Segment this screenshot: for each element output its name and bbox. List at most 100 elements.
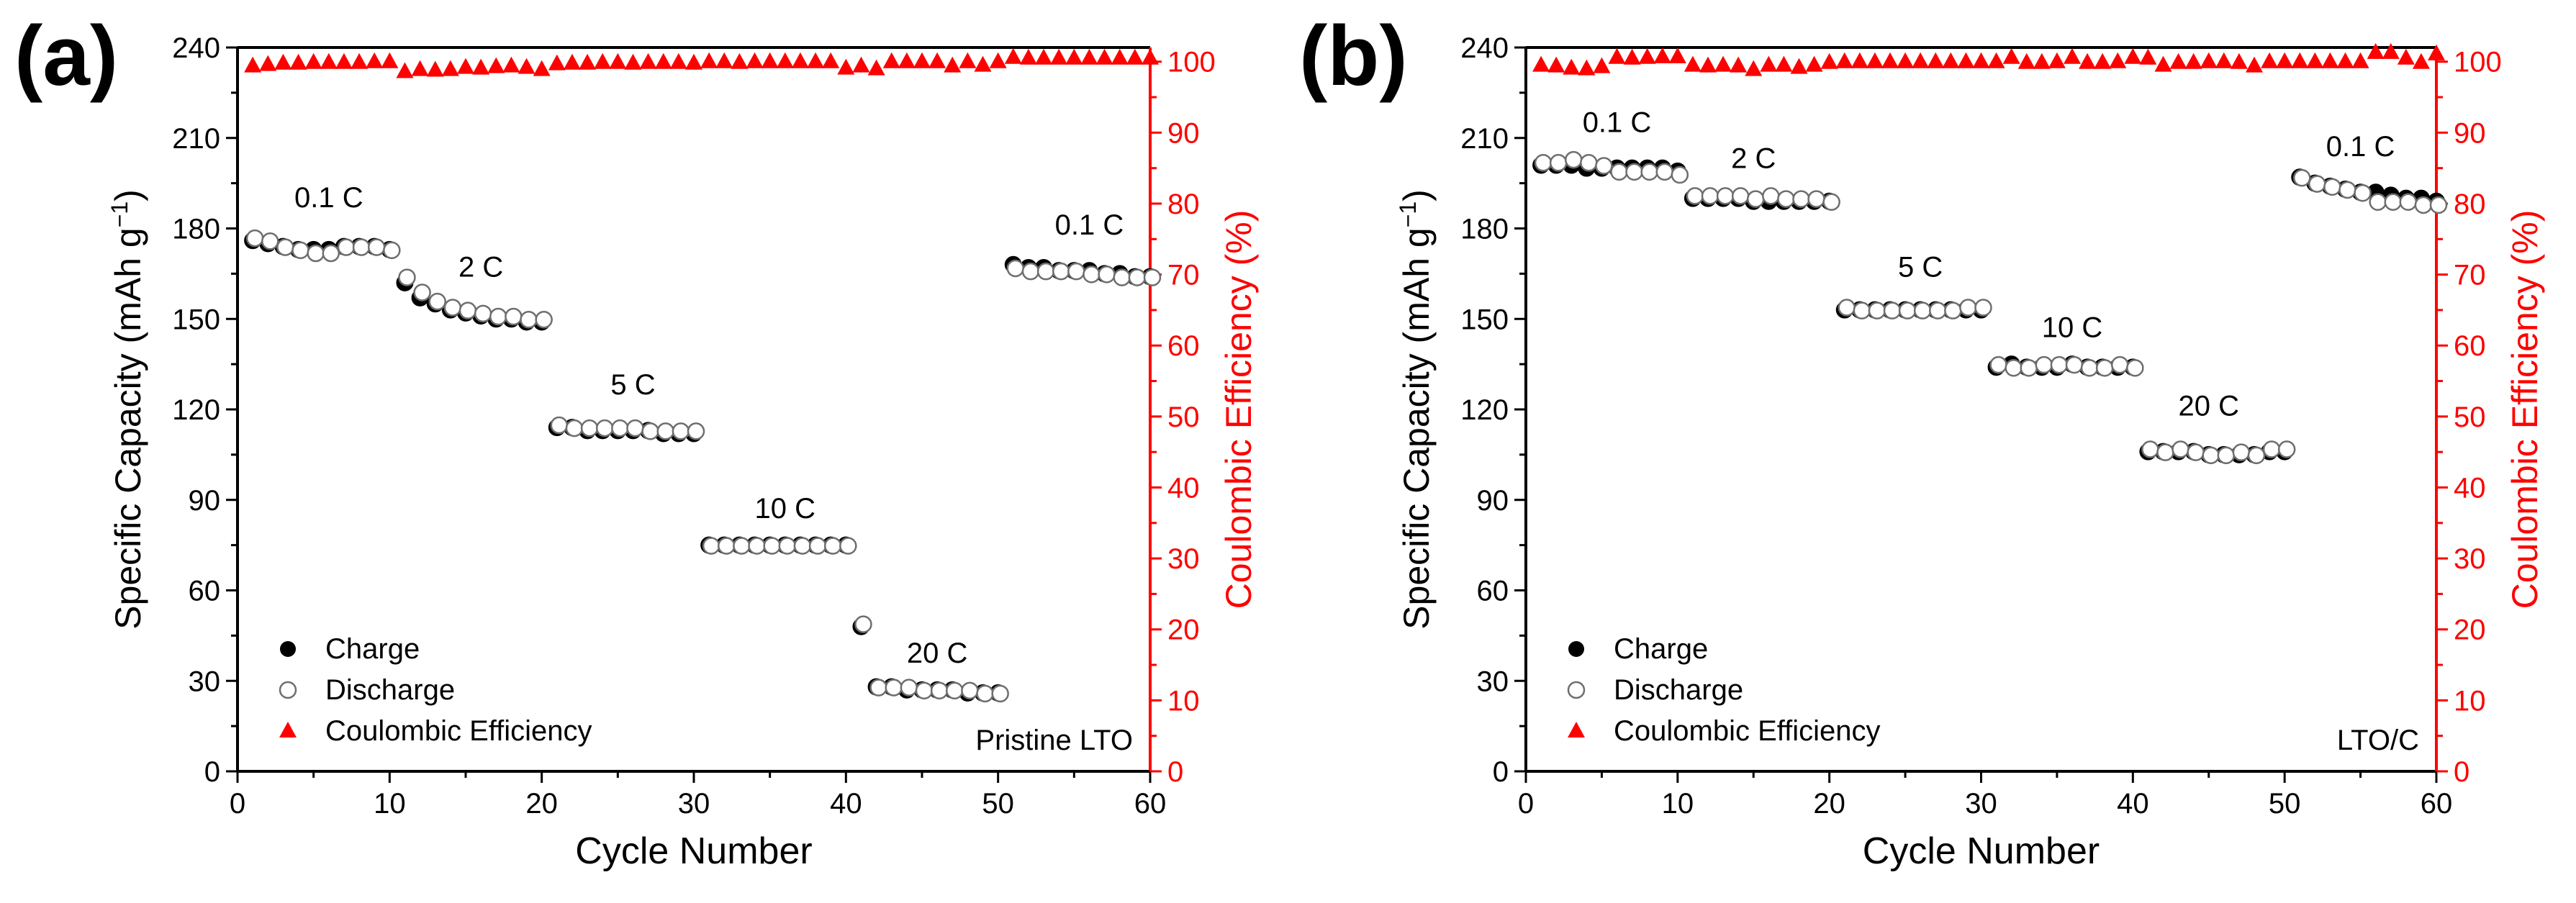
discharge-point	[1959, 299, 1977, 317]
y2-tick-label: 20	[2454, 614, 2486, 646]
y-axis-title-tail: )	[1396, 189, 1437, 201]
discharge-point	[778, 537, 797, 555]
discharge-point	[595, 419, 614, 437]
y2-tick-label: 50	[1167, 401, 1200, 433]
legend-charge-label: Charge	[1614, 633, 1708, 665]
x-tick-label: 10	[1662, 788, 1694, 820]
ce-point	[989, 52, 1007, 68]
discharge-point	[702, 537, 720, 555]
y-tick-label: 0	[1493, 756, 1509, 788]
discharge-point	[1944, 301, 1962, 319]
panel-label: (b)	[1299, 9, 1408, 104]
ce-point	[1668, 47, 1686, 63]
legend-ce-label: Coulombic Efficiency	[1614, 715, 1881, 747]
discharge-point	[367, 238, 386, 256]
discharge-point	[535, 311, 553, 329]
ce-point	[335, 53, 353, 69]
y-tick-label: 180	[172, 214, 220, 245]
discharge-point	[946, 681, 964, 700]
discharge-point	[976, 684, 994, 703]
ce-point	[396, 62, 414, 78]
discharge-point	[2065, 355, 2084, 374]
rate-label: 0.1 C	[1055, 209, 1124, 241]
ce-point	[2154, 55, 2172, 72]
ce-point	[609, 53, 627, 69]
y2-tick-label: 80	[1167, 189, 1200, 220]
discharge-point	[1580, 154, 1598, 172]
ce-point	[244, 56, 262, 73]
discharge-point	[2050, 355, 2069, 374]
discharge-point	[641, 422, 659, 440]
discharge-point	[869, 679, 887, 696]
y2-tick-label: 100	[2454, 47, 2502, 78]
ce-point	[381, 52, 399, 68]
ce-point	[2215, 52, 2233, 68]
y-axis-title-main: Specific Capacity (mAh g	[108, 227, 148, 630]
rate-label: 20 C	[907, 637, 968, 669]
discharge-point	[1913, 301, 1932, 319]
y-tick-label: 60	[189, 576, 221, 607]
ce-point	[882, 52, 900, 68]
y2-tick-label: 50	[2454, 401, 2486, 433]
ce-point	[289, 53, 307, 70]
discharge-point	[1113, 268, 1131, 286]
discharge-point	[2338, 181, 2356, 199]
legend-discharge-marker	[1567, 681, 1586, 699]
ce-point	[441, 60, 459, 76]
ce-point	[2002, 47, 2020, 64]
discharge-point	[2384, 193, 2402, 212]
discharge-point	[900, 679, 918, 696]
discharge-point	[580, 419, 599, 437]
ce-point	[867, 59, 885, 76]
legend-discharge-label: Discharge	[325, 674, 455, 706]
y-tick-label: 90	[1477, 485, 1509, 517]
ce-point	[1835, 52, 1853, 68]
y-tick-label: 150	[172, 304, 220, 335]
x-tick-label: 30	[1965, 788, 1997, 820]
discharge-point	[2141, 440, 2159, 458]
y-axis-title-tail: )	[108, 189, 148, 201]
ce-point	[594, 53, 612, 69]
y2-tick-label: 80	[2454, 189, 2486, 220]
ce-point	[974, 55, 992, 72]
legend-ce-label: Coulombic Efficiency	[325, 715, 592, 747]
ce-point	[2169, 53, 2187, 69]
x-axis-title: Cycle Number	[1863, 830, 2100, 872]
discharge-point	[1989, 355, 2007, 374]
discharge-point	[1671, 165, 1689, 184]
discharge-point	[1098, 266, 1116, 283]
discharge-point	[1083, 266, 1101, 283]
discharge-point	[550, 416, 569, 435]
discharge-point	[1549, 154, 1568, 172]
discharge-point	[733, 537, 751, 555]
discharge-point	[748, 537, 766, 555]
ce-point	[1593, 57, 1611, 73]
ce-point	[533, 60, 551, 76]
sample-label: Pristine LTO	[975, 725, 1133, 756]
ce-point	[1065, 48, 1083, 65]
y-axis-title-superscript: −1	[107, 201, 132, 227]
y-tick-label: 90	[189, 485, 221, 517]
discharge-point	[520, 311, 538, 329]
discharge-point	[1052, 262, 1070, 281]
discharge-point	[2126, 359, 2144, 377]
ce-point	[411, 60, 429, 76]
discharge-point	[1868, 301, 1886, 319]
x-tick-label: 60	[1134, 788, 1167, 820]
ce-point	[2428, 44, 2445, 60]
discharge-point	[2293, 168, 2311, 187]
ce-point	[639, 53, 657, 69]
ce-point	[2017, 53, 2035, 69]
ce-point	[1957, 52, 1975, 68]
y2-tick-label: 70	[2454, 260, 2486, 291]
discharge-point	[1067, 262, 1085, 281]
discharge-point	[352, 238, 371, 256]
discharge-point	[1883, 301, 1902, 319]
ce-point	[1912, 52, 1930, 68]
ce-point	[913, 52, 931, 68]
discharge-point	[1701, 187, 1719, 205]
discharge-point	[718, 537, 736, 555]
y-tick-label: 0	[204, 756, 220, 788]
rate-label: 20 C	[2179, 390, 2240, 422]
